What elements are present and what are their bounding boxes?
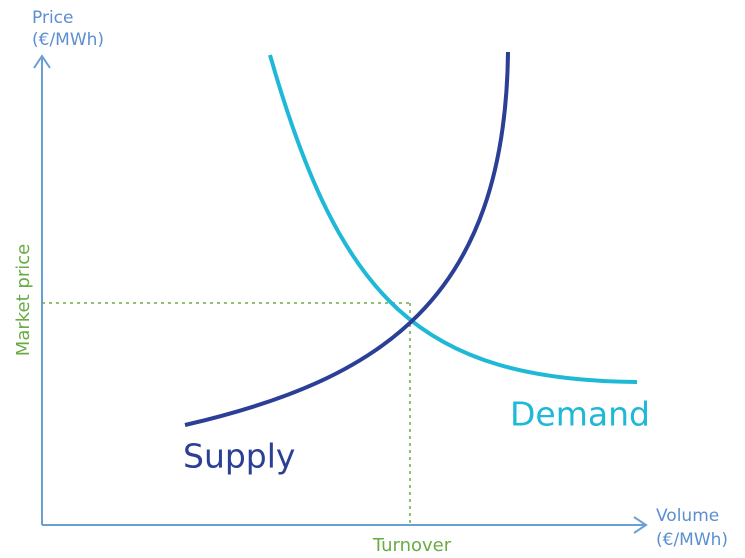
x-axis-unit: (€/MWh) bbox=[656, 530, 728, 550]
x-axis-arrow bbox=[633, 516, 648, 534]
supply-label: Supply bbox=[183, 437, 295, 476]
demand-curve bbox=[268, 54, 638, 384]
turnover-label: Turnover bbox=[372, 535, 452, 556]
market-price-label: Market price bbox=[13, 244, 34, 356]
y-axis-unit: (€/MWh) bbox=[32, 30, 104, 50]
supply-curve bbox=[184, 51, 510, 427]
demand-label: Demand bbox=[510, 395, 650, 434]
y-axis-label: Price bbox=[32, 8, 73, 28]
y-axis-arrow bbox=[33, 54, 51, 69]
x-axis-label: Volume bbox=[656, 506, 719, 526]
